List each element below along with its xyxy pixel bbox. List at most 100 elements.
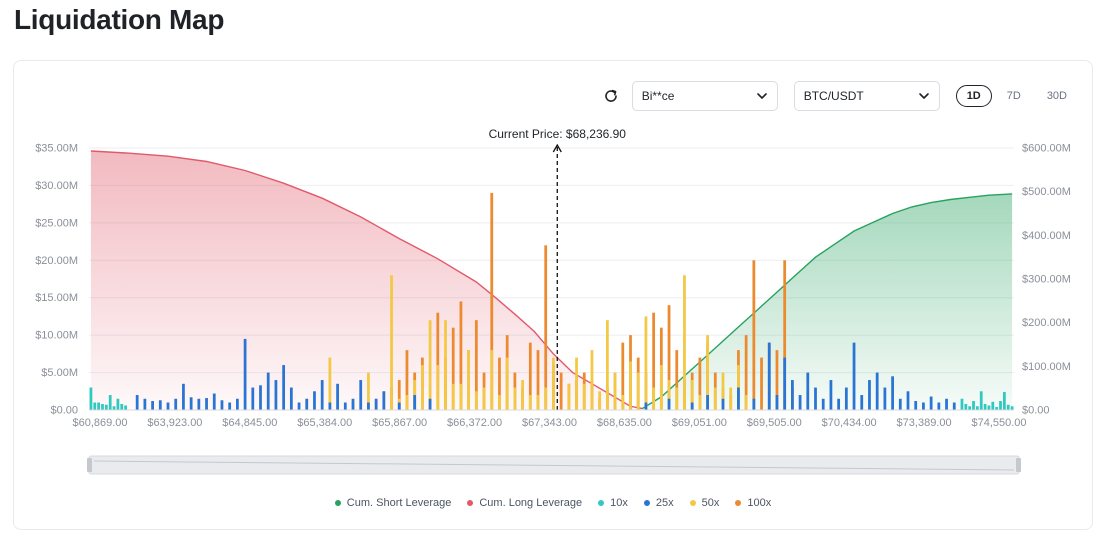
bar-100x [698,357,702,410]
x-axis-tick-label: $60,869.00 [72,417,127,429]
bar-100x [652,312,656,410]
bar-25x [182,383,185,410]
legend-item-50x[interactable]: 50x [689,497,719,509]
bar-50x [629,361,632,410]
bar-50x [521,380,524,410]
bar-10x [124,405,127,410]
bar-10x [120,404,124,410]
bar-25x [251,387,255,410]
bar-25x [783,357,787,410]
bar-10x [1002,392,1006,410]
bar-10x [968,406,972,410]
bar-25x [220,400,224,410]
right-axis-tick-label: $400.00M [1022,230,1071,242]
bar-25x [174,398,178,410]
bar-25x [883,387,887,410]
bar-10x [976,406,979,410]
bar-100x [459,301,463,410]
bar-50x [567,383,571,410]
tab-30d[interactable]: 30D [1046,90,1067,102]
bar-50x [598,391,602,410]
x-axis-tick-label: $64,845.00 [222,417,277,429]
bar-25x [151,401,154,410]
range-slider[interactable] [87,455,1021,475]
bar-25x [266,372,270,410]
right-axis-tick-label: $0.00 [1022,405,1050,417]
exchange-select[interactable]: Bi**ce [631,81,778,111]
bar-25x [228,402,232,410]
legend-item-100x[interactable]: 100x [735,497,771,509]
bar-25x [397,402,401,410]
bar-25x [189,397,193,410]
bar-50x [444,320,447,410]
bar-25x [937,402,941,410]
range-slider-handle-left[interactable] [87,458,92,472]
bar-50x [436,365,440,410]
bar-25x [236,398,239,410]
left-axis-tick-label: $20.00M [35,255,78,267]
tab-1d[interactable]: 1D [955,85,992,107]
bar-25x [891,376,894,410]
bar-50x [613,372,617,410]
refresh-icon[interactable] [600,85,622,107]
bar-50x [459,383,463,410]
bar-50x [513,387,517,410]
bar-50x [667,380,671,410]
bar-50x [744,395,748,410]
x-axis-tick-label: $70,434.00 [822,417,877,429]
page-title: Liquidation Map [14,4,225,35]
legend-item-cum-short[interactable]: Cum. Short Leverage [334,497,451,509]
range-slider-handle-right[interactable] [1016,458,1021,472]
x-axis-tick-label: $65,384.00 [297,417,352,429]
bar-10x [97,402,101,410]
bar-50x [690,380,694,410]
bar-25x [274,380,278,410]
right-axis-tick-label: $500.00M [1022,186,1071,198]
bar-10x [93,402,97,410]
left-axis-tick-label: $30.00M [35,180,78,192]
chart-toolbar: Bi**ce BTC/USDT 1D 7D 30D [600,81,1078,111]
bar-50x [683,275,686,410]
bar-10x [89,387,93,410]
legend-dot [467,500,474,506]
bar-10x [108,395,112,410]
tab-7d[interactable]: 7D [1006,90,1021,102]
current-price-label: Current Price: $68,236.90 [489,127,627,141]
bar-100x [490,192,494,410]
bar-50x [590,350,594,410]
chevron-down-icon [917,89,931,103]
bar-50x [367,372,370,410]
bar-25x [382,391,386,410]
bar-25x [259,385,262,410]
x-axis-tick-label: $65,867.00 [372,417,427,429]
x-axis-tick-label: $69,505.00 [747,417,802,429]
bar-100x [536,350,540,410]
bar-10x [979,391,983,410]
legend-item-cum-long[interactable]: Cum. Long Leverage [467,497,582,509]
bar-25x [413,395,417,410]
bar-25x [289,387,293,410]
bar-100x [405,350,409,410]
bar-10x [983,404,987,410]
bar-50x [636,372,640,410]
bar-50x [713,387,717,410]
legend-item-25x[interactable]: 25x [643,497,674,509]
bar-25x [313,391,316,410]
bar-100x [397,380,401,410]
bar-25x [860,395,864,410]
bar-50x [652,387,656,410]
pair-select[interactable]: BTC/USDT [793,81,940,111]
bar-50x [644,316,648,410]
bar-100x [783,260,787,410]
bar-10x [991,401,995,410]
bar-50x [659,365,663,410]
legend-item-10x[interactable]: 10x [598,497,628,509]
cum-long-area [90,151,643,410]
bar-50x [706,335,709,410]
x-axis-tick-label: $68,635.00 [597,417,652,429]
bar-100x [436,312,440,410]
bar-25x [320,380,324,410]
bar-50x [721,372,725,410]
legend-dot [598,500,605,506]
bar-25x [952,402,956,410]
